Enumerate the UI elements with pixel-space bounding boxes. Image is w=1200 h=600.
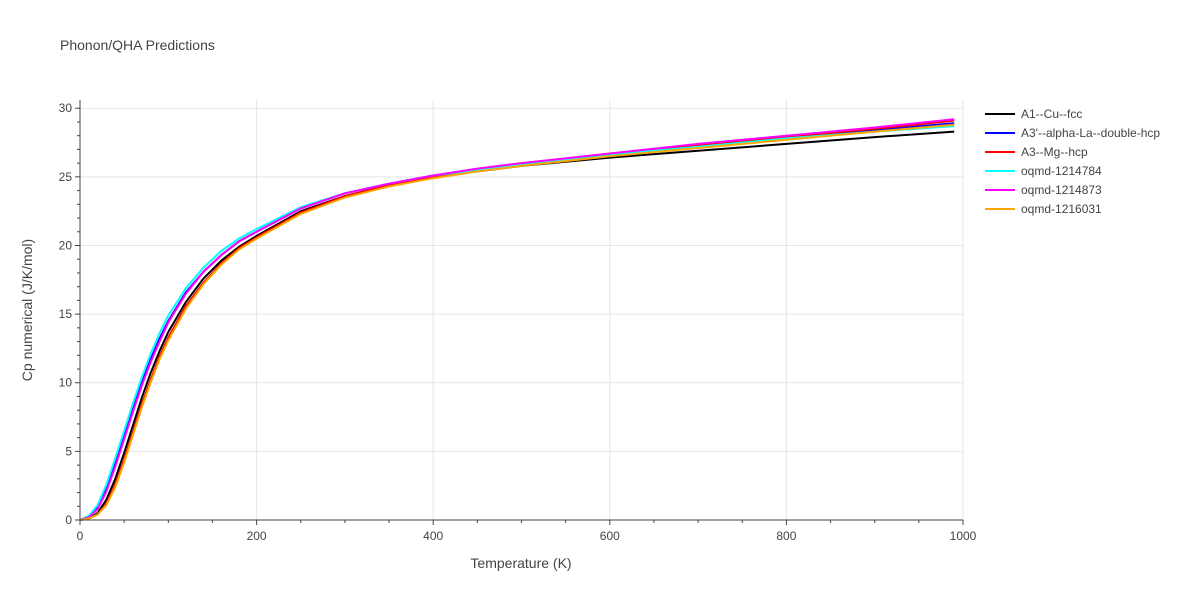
y-tick-label: 15 xyxy=(59,307,73,321)
axes-layer: 0 200 400 600 800 1000 0 5 10 15 20 25 30 xyxy=(59,100,977,543)
x-tick-label: 1000 xyxy=(950,529,977,543)
series-line-a1-cu-fcc xyxy=(79,130,955,521)
series-line-oqmd-1214784 xyxy=(79,125,955,521)
legend: A1--Cu--fcc A3'--alpha-La--double-hcp A3--… xyxy=(985,107,1160,216)
series-layer xyxy=(79,118,955,521)
y-axis-title: Cp numerical (J/K/mol) xyxy=(19,239,35,381)
y-tick-label: 5 xyxy=(65,444,72,458)
legend-label-oqmd-1214873: oqmd-1214873 xyxy=(1021,183,1102,197)
series-line-a3-alpha-la-double-hcp xyxy=(79,122,955,521)
chart-title: Phonon/QHA Predictions xyxy=(60,37,215,53)
series-line-oqmd-1216031 xyxy=(79,123,955,521)
y-tick-label: 20 xyxy=(59,238,73,252)
series-line-a3-mg-hcp xyxy=(79,119,955,521)
legend-label-a3-alpha-la-double-hcp: A3'--alpha-La--double-hcp xyxy=(1021,126,1160,140)
x-tick-label: 0 xyxy=(77,529,84,543)
y-tick-label: 0 xyxy=(65,513,72,527)
legend-label-oqmd-1214784: oqmd-1214784 xyxy=(1021,164,1102,178)
x-tick-label: 200 xyxy=(247,529,267,543)
y-tick-label: 25 xyxy=(59,170,73,184)
x-axis-title: Temperature (K) xyxy=(470,555,571,571)
series-line-oqmd-1214873 xyxy=(79,118,955,521)
legend-label-oqmd-1216031: oqmd-1216031 xyxy=(1021,202,1102,216)
y-tick-label: 30 xyxy=(59,101,73,115)
x-tick-label: 600 xyxy=(600,529,620,543)
legend-label-a1-cu-fcc: A1--Cu--fcc xyxy=(1021,107,1082,121)
legend-label-a3-mg-hcp: A3--Mg--hcp xyxy=(1021,145,1088,159)
grid-layer xyxy=(80,100,964,520)
y-tick-label: 10 xyxy=(59,376,73,390)
x-tick-label: 400 xyxy=(423,529,443,543)
x-tick-label: 800 xyxy=(776,529,796,543)
